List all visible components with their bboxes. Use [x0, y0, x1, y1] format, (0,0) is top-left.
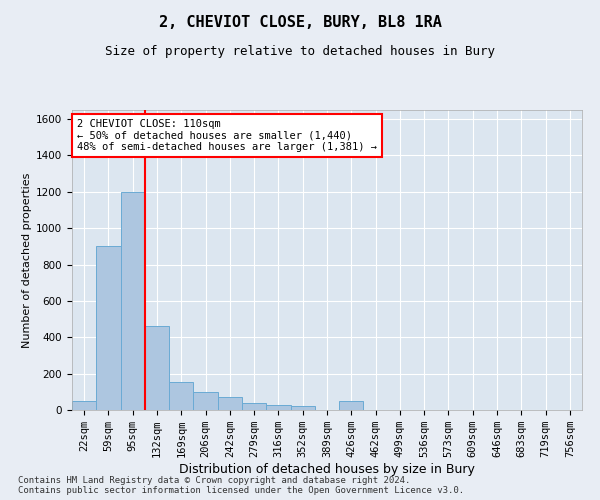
Bar [266, 406, 290, 410]
X-axis label: Distribution of detached houses by size in Bury: Distribution of detached houses by size … [179, 463, 475, 476]
Text: Contains HM Land Registry data © Crown copyright and database right 2024.
Contai: Contains HM Land Registry data © Crown c… [18, 476, 464, 495]
Bar [169, 382, 193, 410]
Text: 2 CHEVIOT CLOSE: 110sqm
← 50% of detached houses are smaller (1,440)
48% of semi: 2 CHEVIOT CLOSE: 110sqm ← 50% of detache… [77, 119, 377, 152]
Bar [121, 192, 145, 410]
Bar [242, 402, 266, 410]
Bar [218, 398, 242, 410]
Text: Size of property relative to detached houses in Bury: Size of property relative to detached ho… [105, 45, 495, 58]
Bar [96, 246, 121, 410]
Y-axis label: Number of detached properties: Number of detached properties [22, 172, 32, 348]
Bar [193, 392, 218, 410]
Bar [72, 401, 96, 410]
Bar [339, 401, 364, 410]
Bar [145, 326, 169, 410]
Text: 2, CHEVIOT CLOSE, BURY, BL8 1RA: 2, CHEVIOT CLOSE, BURY, BL8 1RA [158, 15, 442, 30]
Bar [290, 406, 315, 410]
